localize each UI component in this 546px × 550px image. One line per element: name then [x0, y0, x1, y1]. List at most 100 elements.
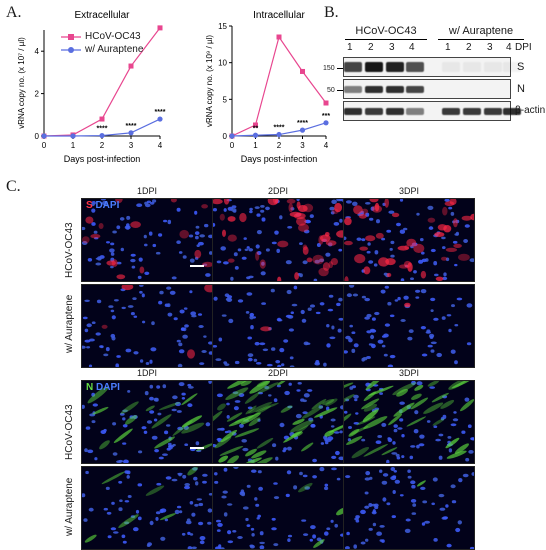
nucleus — [282, 449, 286, 453]
x-axis-label: Days post-infection — [241, 154, 318, 164]
nucleus — [111, 501, 115, 505]
x-tick-label: 0 — [42, 141, 47, 150]
nucleus — [188, 386, 194, 389]
nucleus — [381, 539, 385, 543]
nucleus — [383, 333, 389, 338]
nucleus — [208, 234, 212, 239]
y-tick-label: 10 — [218, 59, 227, 68]
nucleus — [384, 285, 389, 289]
y-tick-label: 5 — [223, 95, 228, 104]
nucleus — [432, 477, 438, 482]
nucleus — [399, 401, 405, 405]
nucleus — [102, 200, 108, 206]
nucleus — [312, 458, 317, 463]
nucleus — [259, 541, 265, 545]
x-tick-label: 2 — [277, 141, 282, 150]
nucleus — [242, 506, 249, 510]
marker-signal — [301, 405, 323, 419]
nucleus — [326, 343, 331, 348]
marker-signal — [227, 234, 237, 242]
nucleus — [213, 345, 218, 348]
nucleus — [365, 538, 369, 542]
blot-lane-number: 4 — [506, 42, 512, 53]
blot-strip-n — [343, 79, 511, 99]
nucleus — [86, 323, 92, 328]
significance-annotation: **** — [155, 109, 166, 116]
nucleus — [103, 507, 108, 511]
nucleus — [164, 518, 169, 522]
marker-signal — [453, 218, 458, 228]
nucleus — [410, 499, 417, 503]
nucleus — [127, 495, 132, 498]
nucleus — [169, 290, 176, 295]
nucleus — [126, 475, 130, 479]
nucleus — [202, 480, 207, 484]
nucleus — [260, 271, 266, 276]
marker-signal — [363, 416, 388, 430]
nucleus — [245, 311, 250, 314]
nucleus — [256, 517, 260, 520]
nucleus — [397, 296, 401, 301]
marker-signal — [223, 199, 230, 205]
nucleus — [82, 226, 86, 231]
micrograph-image — [82, 285, 212, 367]
marker-signal — [181, 415, 203, 428]
nucleus — [304, 486, 310, 490]
nucleus — [224, 430, 229, 434]
nucleus — [392, 441, 396, 445]
nucleus — [303, 229, 310, 234]
marker-signal — [322, 262, 330, 271]
nucleus — [123, 459, 129, 463]
nucleus — [86, 346, 91, 349]
nucleus — [220, 246, 226, 251]
nucleus — [427, 344, 433, 348]
marker-signal — [273, 199, 279, 205]
marker-signal — [398, 264, 410, 269]
nucleus — [296, 199, 300, 201]
nucleus — [221, 314, 227, 317]
nucleus — [110, 252, 115, 256]
marker-signal — [318, 235, 324, 245]
nucleus — [275, 360, 281, 364]
nucleus — [410, 445, 416, 448]
nucleus — [430, 297, 436, 302]
nucleus — [435, 438, 441, 442]
nucleus — [195, 225, 200, 229]
nucleus — [256, 230, 262, 235]
nucleus — [279, 215, 283, 220]
nucleus — [233, 252, 238, 257]
nucleus — [351, 348, 356, 353]
nucleus — [303, 341, 309, 346]
marker-signal — [213, 410, 223, 426]
nucleus — [365, 471, 371, 476]
nucleus — [316, 243, 321, 247]
nucleus — [361, 238, 366, 242]
nucleus — [275, 456, 279, 461]
nucleus — [415, 289, 421, 293]
nucleus — [438, 455, 443, 460]
nucleus — [421, 522, 426, 526]
nucleus — [420, 289, 427, 294]
blot-band — [484, 86, 502, 93]
marker-signal — [460, 399, 474, 412]
nucleus — [355, 519, 360, 523]
micrograph-n-auraptene-3dpi — [343, 466, 475, 550]
nucleus — [331, 467, 337, 471]
nucleus — [187, 531, 191, 535]
blot-band — [406, 107, 424, 115]
nucleus — [399, 199, 404, 202]
micrograph-s-auraptene-3dpi — [343, 284, 475, 368]
nucleus — [226, 402, 230, 406]
nucleus — [203, 335, 207, 338]
marker-signal — [445, 437, 460, 449]
nucleus — [319, 302, 325, 306]
nucleus — [454, 324, 459, 327]
marker-signal — [306, 257, 313, 263]
marker-signal — [434, 232, 445, 237]
nucleus — [237, 248, 242, 252]
blot-band — [386, 62, 404, 72]
nucleus — [238, 393, 245, 397]
nucleus — [172, 443, 176, 447]
nucleus — [223, 208, 227, 212]
stain-marker-s: S — [86, 200, 93, 211]
